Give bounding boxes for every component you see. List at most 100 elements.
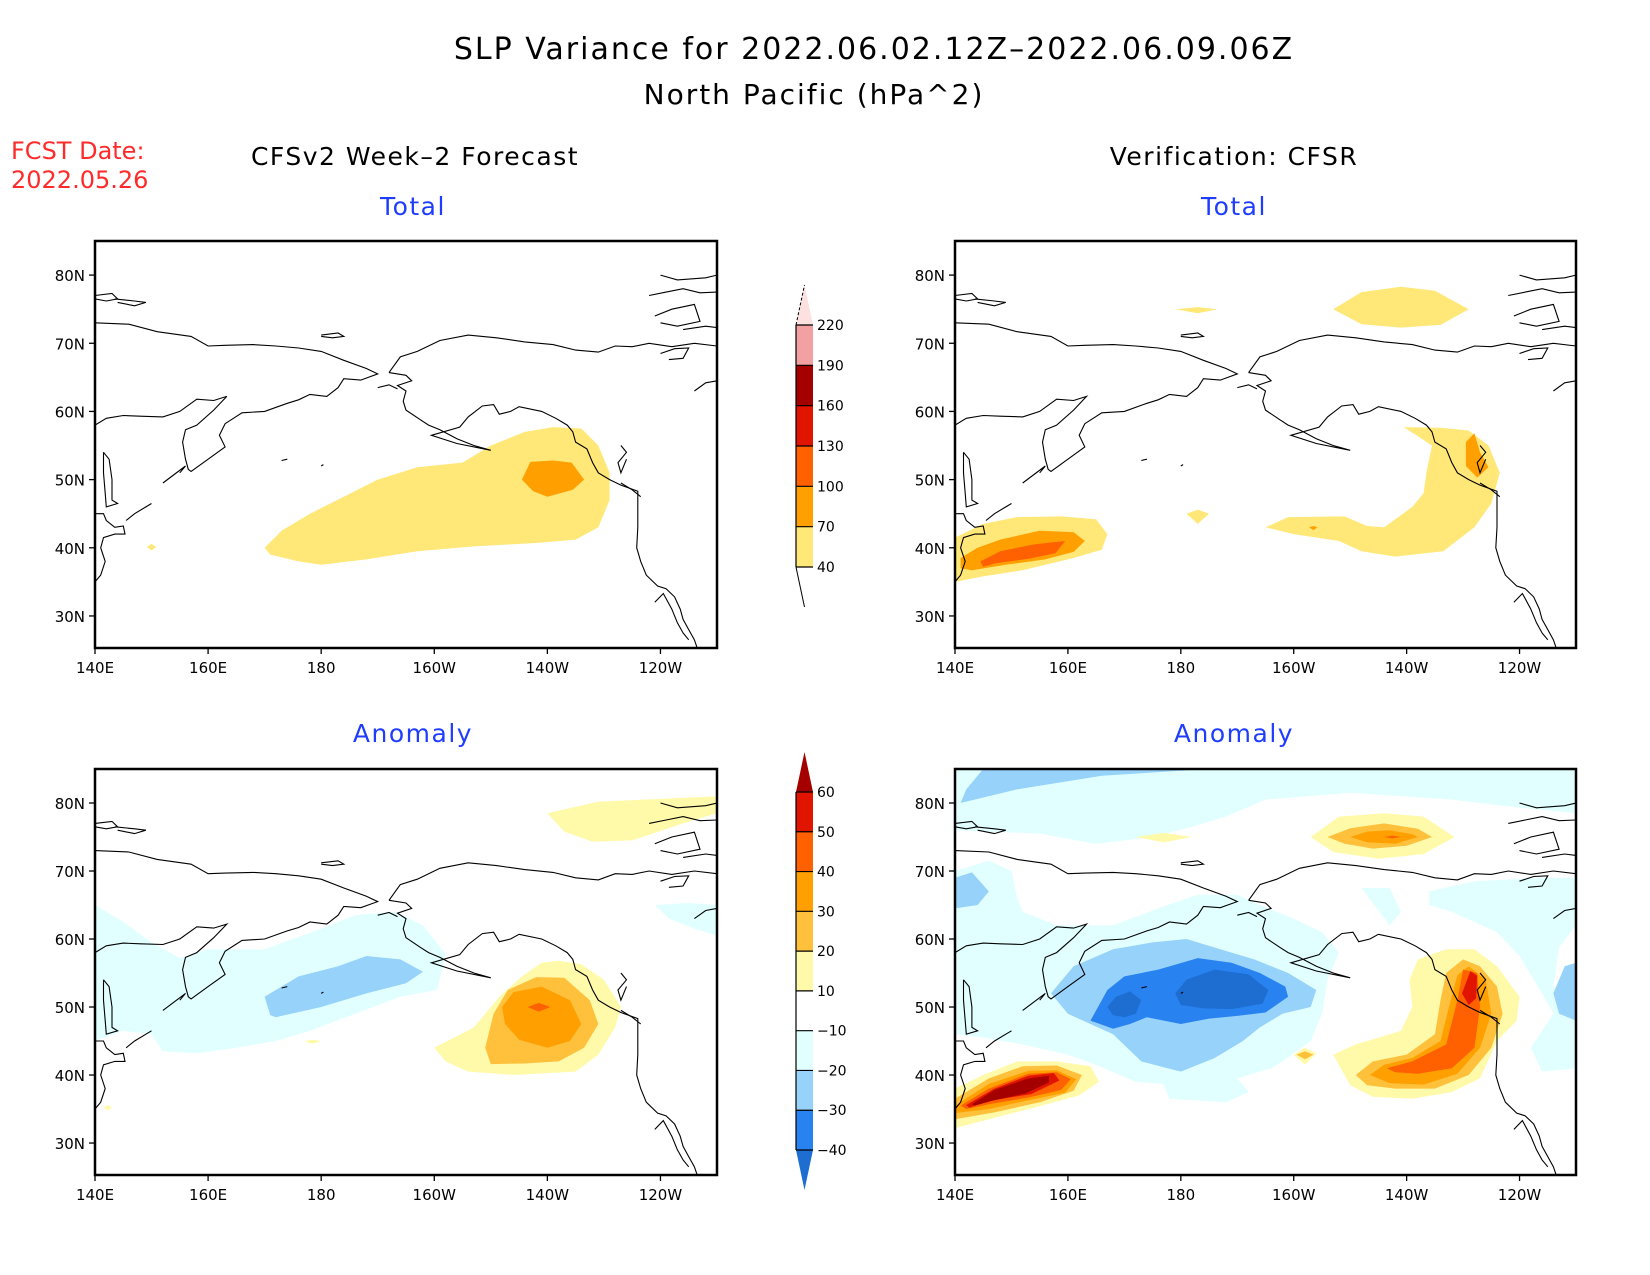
map-frame [93,767,719,1177]
y-tick-label: 60N [55,403,85,421]
colorbar-band [796,325,813,366]
shaded-region-level-40 [147,543,157,551]
coastline [95,1040,126,1110]
shaded-region-level-40 [1384,835,1401,839]
colorbar-label: 30 [817,904,835,920]
shaded-region-level--10 [1158,1064,1249,1103]
coastline [1022,465,1046,484]
shaded-region-level-10 [1135,832,1193,843]
shaded-region-level--20 [264,956,423,1018]
colorbar-label: 100 [817,479,844,495]
map-area [95,274,717,648]
x-tick-label: 160E [189,1186,227,1204]
coastline [694,380,717,392]
shaded-region-level-10 [103,1105,112,1111]
shaded-region-level-70 [521,460,585,497]
x-tick-label: 120W [639,659,683,677]
map-panel-forecast-total: 30N 40N 50N 60N 70N 80N 140E 160E 180 160W 140W 120… [55,239,719,677]
colorbar-band [796,951,813,991]
coastline [962,451,979,508]
colorbar-label: 190 [817,358,844,374]
shaded-region-level-30 [1350,830,1418,844]
x-tick-label: 120W [639,1186,683,1204]
map-area [955,274,1576,648]
colorbar-label: 40 [817,560,835,576]
shaded-region-level-60 [971,1075,1050,1106]
coastline [114,298,147,307]
x-tick-label: 180 [307,1186,336,1204]
coastline [1519,875,1549,888]
colorbar-label: 50 [817,825,835,841]
coastline [1248,862,1576,901]
coastline [377,384,398,390]
shaded-region-level-10 [304,1039,322,1044]
shaded-region-level-20 [1296,1051,1314,1060]
shaded-region-level--40 [1175,969,1269,1010]
map-frame [953,767,1578,1177]
map-frame [93,239,719,650]
x-tick-label: 140W [526,1186,570,1204]
y-tick-label: 60N [915,403,945,421]
coastline [955,322,1239,473]
coastline [1237,384,1258,390]
shaded-region-level--20 [955,872,989,909]
colorbar-band [796,526,813,567]
x-tick-label: 140E [936,659,974,677]
coastline [377,911,398,918]
colorbar-band [796,1030,813,1071]
coastline [654,592,690,641]
coastline [1476,972,1487,1002]
coastline [1553,907,1576,920]
coastline [617,445,628,475]
coastline [1141,986,1148,989]
colorbar-band [796,792,813,832]
coastline [1513,303,1560,327]
coastline [114,826,147,835]
coastline [683,853,717,858]
coastline [281,458,288,462]
coastline [321,332,346,339]
coastline [648,816,717,824]
coastline [1180,860,1206,867]
verification-anomaly-title: Anomaly [1173,719,1295,748]
shaded-region-level-40 [1186,509,1209,524]
coastline [1248,334,1576,373]
coastline [683,325,717,331]
map-panel-forecast-anomaly: 30N 40N 50N 60N 70N 80N 140E 160E 180 160W 140W 120… [55,767,719,1204]
shaded-region-level-40 [1386,969,1480,1074]
x-tick-label: 120W [1498,1186,1542,1204]
colorbar-label: −30 [817,1103,847,1119]
colorbar-label: −40 [817,1143,847,1159]
coastline [974,826,1006,835]
y-tick-label: 60N [55,931,85,949]
forecast-anomaly-title: Anomaly [352,719,474,748]
coastline [388,334,717,373]
colorbar-label: 10 [817,984,835,1000]
coastline [162,992,186,1011]
coastline [985,503,1012,521]
coastline [660,875,690,888]
y-tick-label: 80N [55,267,85,285]
coastline [1180,332,1206,339]
coastline [102,451,119,508]
coastline [1553,380,1576,392]
colorbar-label: −10 [817,1024,847,1040]
colorbar-label: 40 [817,865,835,881]
y-tick-label: 60N [915,931,945,949]
x-tick-label: 160W [413,659,457,677]
shaded-region-level-40 [264,427,610,565]
y-tick-label: 50N [915,999,945,1017]
x-tick-label: 140W [1385,1186,1429,1204]
coastline [95,513,126,583]
coastline [1542,853,1576,858]
y-tick-label: 50N [915,472,945,490]
y-tick-label: 50N [55,472,85,490]
colorbar-band [796,1110,813,1150]
coastline [1542,325,1576,331]
x-tick-label: 160E [1049,659,1087,677]
fcst-date-label: FCST Date: [11,137,145,165]
figure-title: SLP Variance for 2022.06.02.12Z–2022.06.… [453,32,1295,67]
coastline [1508,816,1576,824]
coastline [654,303,701,327]
